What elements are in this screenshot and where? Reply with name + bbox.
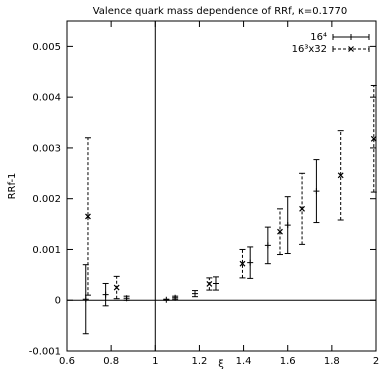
y-tick-label: 0.005	[32, 42, 61, 53]
data-point	[239, 260, 246, 267]
y-tick-label: 0	[55, 296, 61, 307]
data-point	[123, 295, 130, 302]
x-tick-label: 1.8	[324, 356, 340, 367]
series-layer	[82, 84, 377, 335]
series-2	[84, 84, 377, 300]
data-point	[163, 296, 170, 303]
x-tick-label: 1.6	[280, 356, 296, 367]
data-point	[277, 228, 283, 235]
y-axis-ticks: -0.001 0 0.001 0.002 0.003 0.004 0.005	[29, 42, 376, 358]
data-point	[172, 294, 179, 301]
y-tick-label: 0.004	[32, 93, 61, 104]
x-tick-label: 1.4	[236, 356, 252, 367]
data-point	[192, 290, 199, 297]
chart-title: Valence quark mass dependence of RRf, κ=…	[93, 6, 348, 17]
data-point	[247, 259, 254, 266]
x-tick-label: 2	[373, 356, 379, 367]
x-axis-ticks: 0.6 0.8 1 1.2 1.4 1.6 1.8 2	[59, 21, 379, 367]
legend-label: 16³x32	[292, 44, 327, 55]
data-point	[102, 291, 109, 298]
x-axis-title: ξ	[218, 359, 224, 370]
data-point	[370, 135, 377, 142]
data-point	[206, 281, 213, 287]
x-tick-label: 0.6	[59, 356, 75, 367]
data-point	[264, 242, 271, 249]
y-tick-label: 0.002	[32, 194, 61, 205]
data-point	[337, 172, 344, 179]
y-axis-title: RRf-1	[7, 173, 18, 200]
y-tick-label: -0.001	[29, 347, 61, 358]
y-tick-label: 0.001	[32, 245, 61, 256]
y-tick-label: 0.003	[32, 143, 61, 154]
data-point	[113, 284, 120, 291]
x-tick-label: 1	[152, 356, 158, 367]
x-tick-label: 0.8	[103, 356, 119, 367]
legend-marker	[348, 46, 354, 52]
series-1	[82, 159, 320, 335]
reference-lines	[67, 21, 376, 351]
data-point	[85, 213, 91, 220]
data-point	[284, 222, 291, 229]
data-point	[82, 296, 89, 303]
plot-frame	[66, 20, 377, 352]
data-point	[313, 188, 320, 195]
x-tick-label: 1.2	[191, 356, 207, 367]
data-point	[212, 280, 219, 287]
legend-marker	[348, 34, 354, 40]
legend-label: 16⁴	[310, 32, 327, 43]
data-point	[299, 205, 305, 212]
